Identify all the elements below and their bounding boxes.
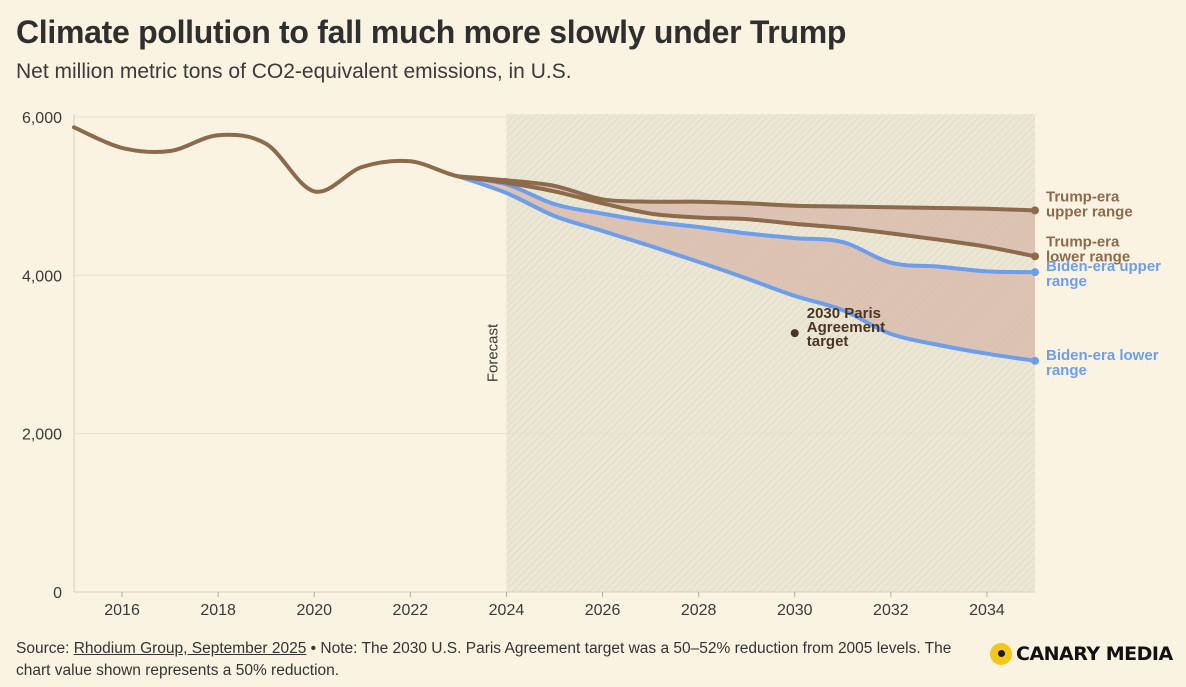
x-tick-label: 2022 xyxy=(393,602,429,619)
source-link[interactable]: Rhodium Group, September 2025 xyxy=(73,640,307,657)
series-label: Trump-era upper range xyxy=(1046,188,1133,220)
series-label-line: Trump-era xyxy=(1046,188,1120,205)
series-label: Trump-era lower range xyxy=(1046,233,1130,265)
paris-target-label: 2030 Paris Agreement target xyxy=(807,305,885,350)
canary-media-logo: CANARY MEDIA xyxy=(990,643,1173,665)
series-label-line: Biden-era lower xyxy=(1046,347,1159,364)
biden-upper-endpoint xyxy=(1031,268,1039,277)
y-tick-label: 6,000 xyxy=(22,110,62,127)
x-tick-label: 2028 xyxy=(681,602,717,619)
x-tick-label: 2026 xyxy=(585,602,621,619)
x-tick-label: 2016 xyxy=(104,602,140,619)
note-text: • Note: The 2030 U.S. Paris Agreement ta… xyxy=(16,640,952,679)
x-tick-label: 2030 xyxy=(777,602,813,619)
paris-target-label-line: 2030 Paris xyxy=(807,305,881,322)
chart-title: Climate pollution to fall much more slow… xyxy=(16,14,847,50)
x-tick-label: 2020 xyxy=(296,602,332,619)
series-label: Biden-era upper range xyxy=(1046,258,1161,290)
biden-range-band xyxy=(458,176,1035,361)
x-tick-label: 2018 xyxy=(200,602,236,619)
x-tick-label: 2032 xyxy=(873,602,909,619)
chart-subtitle: Net million metric tons of CO2-equivalen… xyxy=(16,60,572,83)
y-tick-label: 4,000 xyxy=(22,268,62,285)
x-tick-label: 2024 xyxy=(489,602,525,619)
biden-lower-line xyxy=(456,174,1037,363)
logo-dot-icon xyxy=(990,643,1012,665)
paris-target-label-line: Agreement xyxy=(807,319,885,336)
series-label-line: range xyxy=(1046,273,1087,290)
trump-lower-endpoint xyxy=(1031,252,1039,261)
historical-line xyxy=(72,125,509,194)
biden-upper-line xyxy=(456,174,1037,275)
y-tick-label: 0 xyxy=(53,585,62,602)
series-label-line: Trump-era xyxy=(1046,233,1120,250)
forecast-region xyxy=(506,114,1035,592)
series-label-line: range xyxy=(1046,362,1087,379)
x-tick-label: 2034 xyxy=(969,602,1005,619)
source-note: Source: Rhodium Group, September 2025 • … xyxy=(16,638,976,682)
paris-target-point xyxy=(790,329,799,338)
trump-lower-line xyxy=(456,174,1037,259)
biden-lower-endpoint xyxy=(1031,356,1039,365)
source-prefix: Source: xyxy=(16,640,74,657)
y-tick-label: 2,000 xyxy=(22,427,62,444)
logo-text: CANARY MEDIA xyxy=(1016,643,1173,665)
forecast-label: Forecast xyxy=(484,323,501,382)
series-label-line: Biden-era upper xyxy=(1046,258,1161,275)
trump-range-band xyxy=(458,176,1035,257)
paris-target-label-line: target xyxy=(807,333,849,350)
trump-upper-endpoint xyxy=(1031,206,1039,215)
series-label: Biden-era lower range xyxy=(1046,347,1159,379)
series-label-line: upper range xyxy=(1046,203,1133,220)
series-label-line: lower range xyxy=(1046,248,1130,265)
trump-upper-line xyxy=(456,174,1037,213)
